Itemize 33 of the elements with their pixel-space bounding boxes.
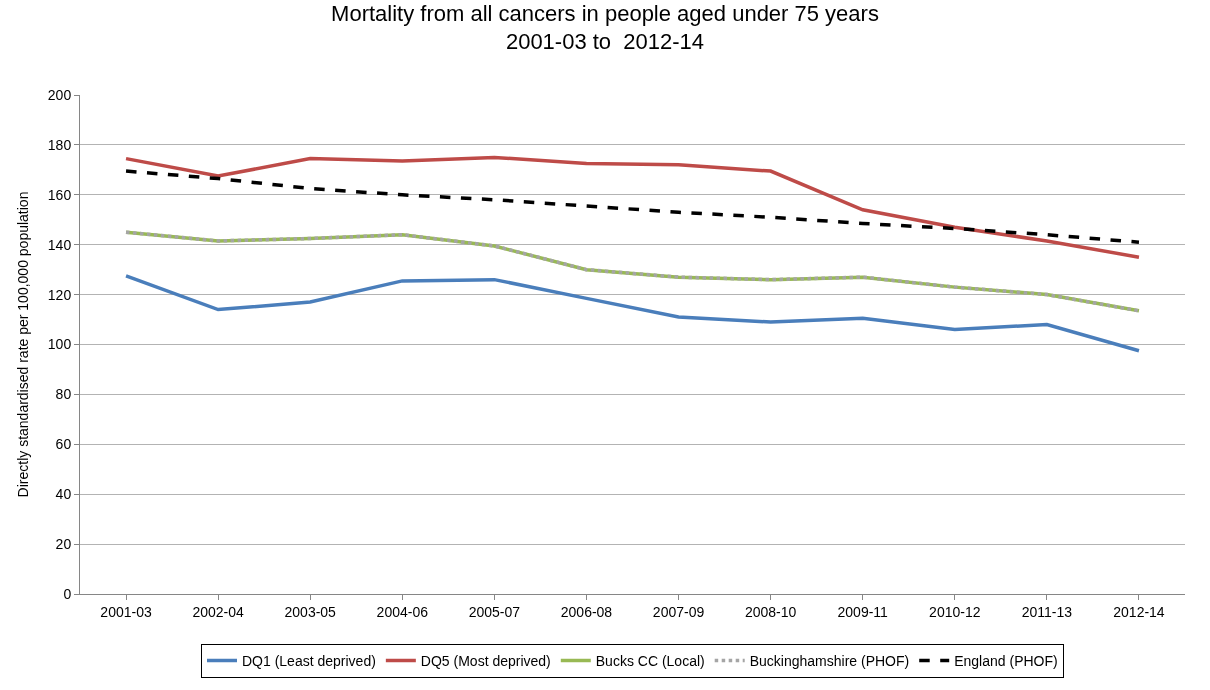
x-tick-label: 2005-07 xyxy=(468,603,521,620)
x-tick-label: 2004-06 xyxy=(376,603,429,620)
x-tick-label: 2003-05 xyxy=(284,603,337,620)
y-tick-label: 80 xyxy=(55,386,72,403)
legend-label: DQ1 (Least deprived) xyxy=(242,652,376,669)
x-tick-label: 2009-11 xyxy=(837,603,889,620)
y-tick-label: 160 xyxy=(47,186,72,203)
line-series xyxy=(124,274,1141,353)
x-tick-label: 2007-09 xyxy=(652,603,705,620)
x-tick-label: 2008-10 xyxy=(744,603,797,620)
line-series xyxy=(124,169,1141,244)
legend-label: England (PHOF) xyxy=(954,652,1058,669)
y-tick-label: 20 xyxy=(55,536,72,552)
y-tick-label: 0 xyxy=(63,585,72,602)
y-tick-label: 180 xyxy=(47,136,72,153)
legend-label: Bucks CC (Local) xyxy=(595,652,705,669)
legend-label: Buckinghamshire (PHOF) xyxy=(749,652,910,669)
y-tick-label: 60 xyxy=(55,436,72,453)
x-tick-label: 2011-13 xyxy=(1021,603,1073,620)
y-axis-title: Directly standardised rate per 100,000 population xyxy=(15,191,32,498)
chart-title: Mortality from all cancers in people aged under 75 years 2001-03 to 2012-14 xyxy=(331,0,879,55)
x-tick-label: 2006-08 xyxy=(560,603,613,620)
x-tick-label: 2001-03 xyxy=(100,603,152,620)
y-tick-label: 140 xyxy=(47,236,72,253)
legend-label: DQ5 (Most deprived) xyxy=(420,652,551,669)
x-tick-label: 2002-04 xyxy=(192,603,245,620)
x-tick-label: 2012-14 xyxy=(1113,603,1165,620)
y-tick-label: 120 xyxy=(47,286,72,303)
y-tick-label: 40 xyxy=(55,486,72,503)
line-series xyxy=(124,155,1141,259)
y-tick-label: 100 xyxy=(47,336,72,353)
y-tick-label: 200 xyxy=(47,86,72,103)
x-tick-label: 2010-12 xyxy=(929,603,981,620)
